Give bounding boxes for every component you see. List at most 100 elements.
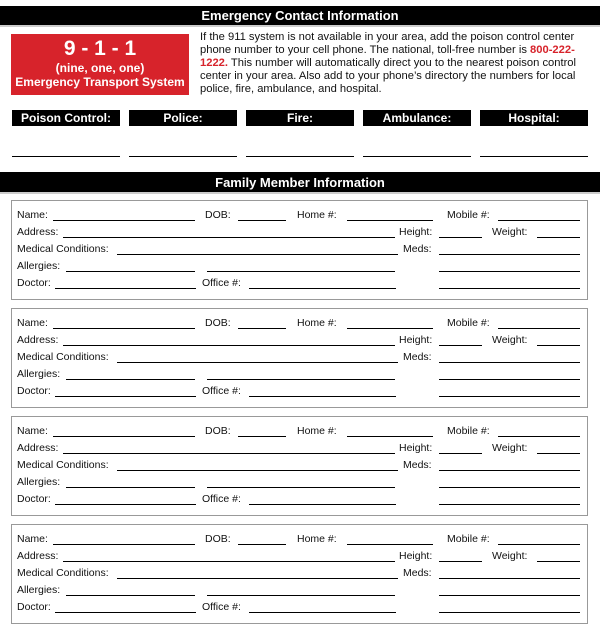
fill-in-line[interactable] [439,271,580,272]
fill-in-line[interactable] [439,396,580,397]
weight-label: Weight: [492,442,528,454]
weight-label: Weight: [492,226,528,238]
emergency-contact-header: Emergency Contact Information [0,6,600,27]
intro-before: If the 911 system is not available in yo… [200,31,575,56]
fill-in-line[interactable] [439,578,580,579]
fill-in-line[interactable] [117,578,398,579]
fill-in-line[interactable] [249,288,396,289]
allergies-label: Allergies: [17,476,61,488]
fill-in-line[interactable] [347,220,433,221]
fill-in-line[interactable] [439,470,580,471]
contact-label: Fire: [246,110,354,126]
fill-in-line[interactable] [439,237,482,238]
intro-text: If the 911 system is not available in yo… [200,31,590,96]
meds-label: Meds: [403,351,432,363]
fill-in-line[interactable] [347,544,433,545]
fill-in-line[interactable] [66,271,195,272]
fill-in-line[interactable] [439,595,580,596]
fill-in-line[interactable] [439,561,482,562]
name-label: Name: [17,425,48,437]
fill-in-line[interactable] [347,436,433,437]
fill-in-line[interactable] [53,220,195,221]
fill-in-line[interactable] [439,612,580,613]
fill-in-line[interactable] [498,220,580,221]
fill-in-line[interactable] [207,379,395,380]
fill-in-line[interactable] [238,436,286,437]
fill-in-line[interactable] [53,328,195,329]
contact-input-line[interactable] [129,156,237,157]
fill-in-line[interactable] [53,544,195,545]
medical-label: Medical Conditions: [17,567,109,579]
office-label: Office #: [202,601,241,613]
family-member-card: Name: DOB: Home #: Mobile #: Address: Height:… [11,416,588,516]
contact-input-line[interactable] [246,156,354,157]
fill-in-line[interactable] [439,504,580,505]
fill-in-line[interactable] [439,345,482,346]
medical-label: Medical Conditions: [17,351,109,363]
fill-in-line[interactable] [347,328,433,329]
name-label: Name: [17,317,48,329]
fill-in-line[interactable] [66,595,195,596]
dob-label: DOB: [205,425,231,437]
fill-in-line[interactable] [439,379,580,380]
address-label: Address: [17,442,59,454]
mobile-label: Mobile #: [447,317,490,329]
home-label: Home #: [297,209,337,221]
contact-label: Poison Control: [12,110,120,126]
home-label: Home #: [297,425,337,437]
fill-in-line[interactable] [439,453,482,454]
fill-in-line[interactable] [498,436,580,437]
doctor-label: Doctor: [17,385,51,397]
fill-in-line[interactable] [55,288,196,289]
fill-in-line[interactable] [207,595,395,596]
fill-in-line[interactable] [117,470,398,471]
address-label: Address: [17,334,59,346]
fill-in-line[interactable] [63,453,395,454]
fill-in-line[interactable] [439,487,580,488]
fill-in-line[interactable] [55,612,196,613]
fill-in-line[interactable] [249,396,396,397]
office-label: Office #: [202,493,241,505]
fill-in-line[interactable] [66,487,195,488]
fill-in-line[interactable] [207,487,395,488]
height-label: Height: [399,550,433,562]
fill-in-line[interactable] [249,504,396,505]
height-label: Height: [399,226,433,238]
fill-in-line[interactable] [66,379,195,380]
fill-in-line[interactable] [55,504,196,505]
mobile-label: Mobile #: [447,209,490,221]
fill-in-line[interactable] [537,237,580,238]
family-member-card: Name: DOB: Home #: Mobile #: Address: Height:… [11,200,588,300]
fill-in-line[interactable] [117,362,398,363]
fill-in-line[interactable] [498,544,580,545]
contact-input-line[interactable] [363,156,471,157]
name-label: Name: [17,533,48,545]
fill-in-line[interactable] [55,396,196,397]
fill-in-line[interactable] [537,561,580,562]
fill-in-line[interactable] [117,254,398,255]
home-label: Home #: [297,533,337,545]
fill-in-line[interactable] [439,362,580,363]
emergency-system-label: Emergency Transport System [15,75,185,89]
fill-in-line[interactable] [537,453,580,454]
fill-in-line[interactable] [63,237,395,238]
fill-in-line[interactable] [439,288,580,289]
fill-in-line[interactable] [238,328,286,329]
fill-in-line[interactable] [537,345,580,346]
mobile-label: Mobile #: [447,533,490,545]
fill-in-line[interactable] [238,544,286,545]
contact-input-line[interactable] [480,156,588,157]
emergency-number: 9 - 1 - 1 [63,37,137,60]
fill-in-line[interactable] [498,328,580,329]
fill-in-line[interactable] [63,561,395,562]
fill-in-line[interactable] [439,254,580,255]
fill-in-line[interactable] [63,345,395,346]
contact-input-line[interactable] [12,156,120,157]
fill-in-line[interactable] [207,271,395,272]
fill-in-line[interactable] [249,612,396,613]
fill-in-line[interactable] [53,436,195,437]
family-member-card: Name: DOB: Home #: Mobile #: Address: Height:… [11,524,588,624]
family-member-header: Family Member Information [0,172,600,194]
fill-in-line[interactable] [238,220,286,221]
contact-label: Police: [129,110,237,126]
